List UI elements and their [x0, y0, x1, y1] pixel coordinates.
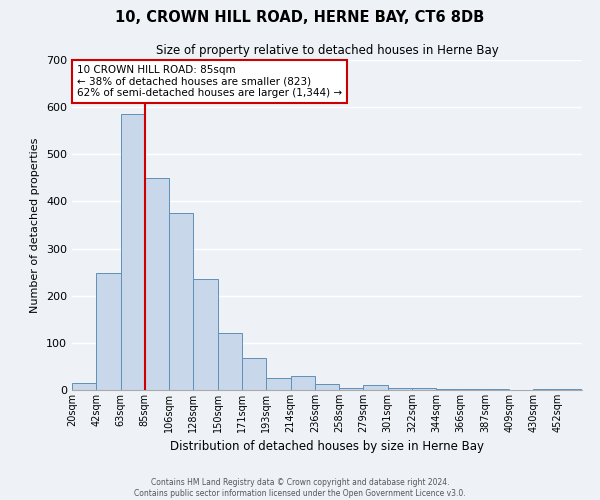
Bar [145, 178, 169, 390]
Bar [96, 273, 121, 390]
Bar [339, 388, 364, 390]
Bar [412, 388, 436, 390]
Bar [266, 378, 290, 390]
Bar [364, 386, 388, 390]
Bar [169, 213, 193, 390]
X-axis label: Distribution of detached houses by size in Herne Bay: Distribution of detached houses by size … [170, 440, 484, 454]
Bar [558, 389, 582, 390]
Bar [193, 278, 218, 390]
Text: 10, CROWN HILL ROAD, HERNE BAY, CT6 8DB: 10, CROWN HILL ROAD, HERNE BAY, CT6 8DB [115, 10, 485, 25]
Bar [485, 388, 509, 390]
Text: 10 CROWN HILL ROAD: 85sqm
← 38% of detached houses are smaller (823)
62% of semi: 10 CROWN HILL ROAD: 85sqm ← 38% of detac… [77, 65, 342, 98]
Bar [436, 389, 461, 390]
Bar [218, 334, 242, 390]
Text: Contains HM Land Registry data © Crown copyright and database right 2024.
Contai: Contains HM Land Registry data © Crown c… [134, 478, 466, 498]
Bar [121, 114, 145, 390]
Bar [242, 358, 266, 390]
Bar [461, 389, 485, 390]
Bar [315, 384, 339, 390]
Bar [290, 376, 315, 390]
Y-axis label: Number of detached properties: Number of detached properties [31, 138, 40, 312]
Bar [533, 388, 558, 390]
Bar [72, 383, 96, 390]
Title: Size of property relative to detached houses in Herne Bay: Size of property relative to detached ho… [155, 44, 499, 58]
Bar [388, 388, 412, 390]
